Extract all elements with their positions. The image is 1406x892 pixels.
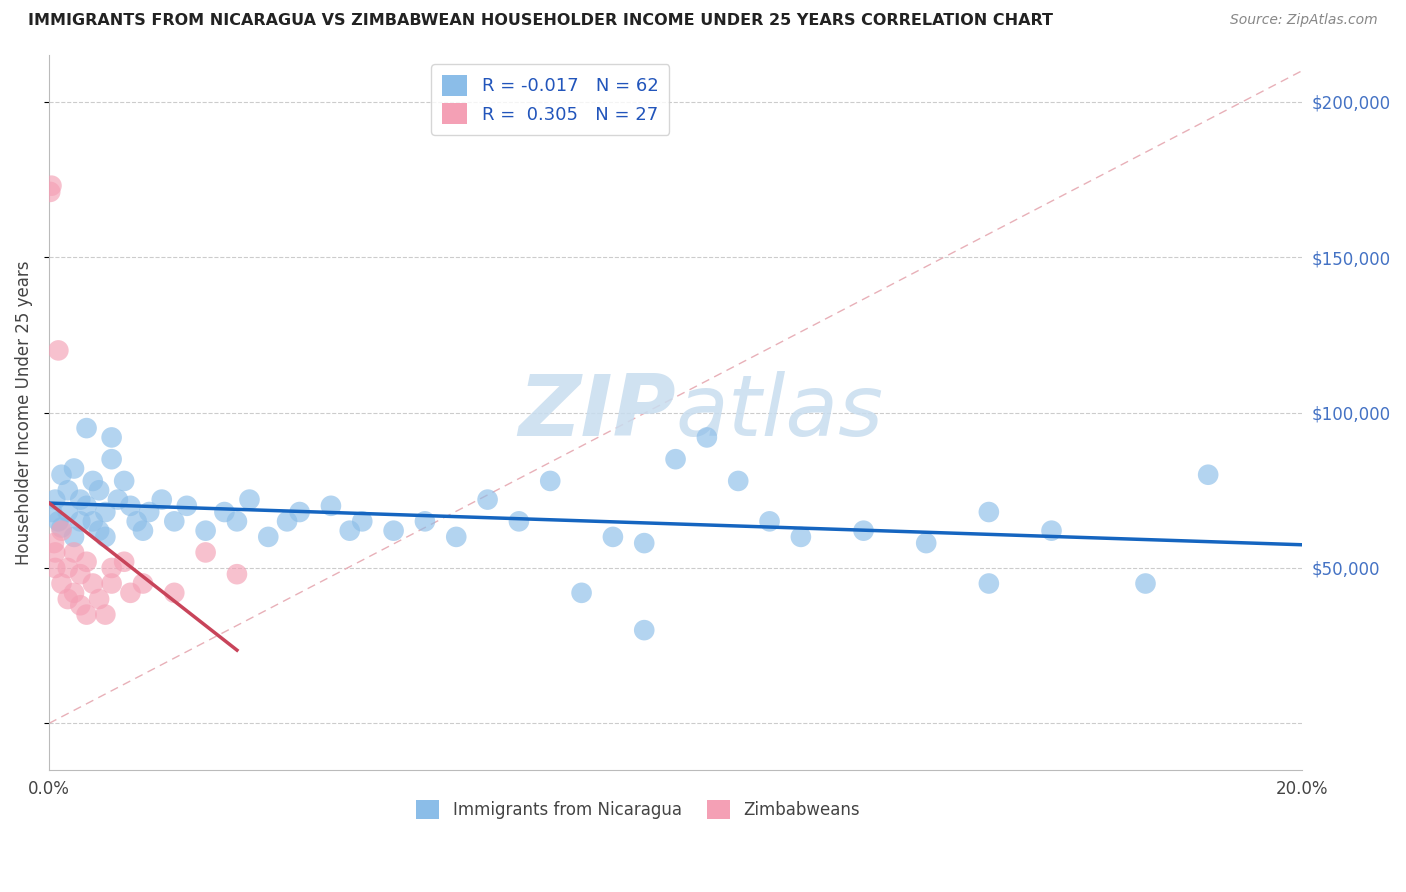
Y-axis label: Householder Income Under 25 years: Householder Income Under 25 years xyxy=(15,260,32,565)
Point xyxy=(63,586,86,600)
Point xyxy=(56,561,79,575)
Point xyxy=(100,576,122,591)
Point xyxy=(288,505,311,519)
Point xyxy=(214,505,236,519)
Text: ZIP: ZIP xyxy=(517,371,675,454)
Point xyxy=(125,514,148,528)
Text: IMMIGRANTS FROM NICARAGUA VS ZIMBABWEAN HOUSEHOLDER INCOME UNDER 25 YEARS CORREL: IMMIGRANTS FROM NICARAGUA VS ZIMBABWEAN … xyxy=(28,13,1053,29)
Point xyxy=(508,514,530,528)
Point xyxy=(276,514,298,528)
Point xyxy=(94,530,117,544)
Point xyxy=(39,185,62,199)
Point xyxy=(56,505,79,519)
Point xyxy=(48,343,70,358)
Point xyxy=(446,530,468,544)
Point xyxy=(82,514,104,528)
Point xyxy=(51,524,73,538)
Point xyxy=(538,474,561,488)
Point xyxy=(69,492,91,507)
Point xyxy=(87,592,110,607)
Point xyxy=(56,592,79,607)
Point xyxy=(94,505,117,519)
Point xyxy=(852,524,875,538)
Text: Source: ZipAtlas.com: Source: ZipAtlas.com xyxy=(1230,13,1378,28)
Point xyxy=(602,530,624,544)
Point xyxy=(382,524,405,538)
Point xyxy=(915,536,938,550)
Point xyxy=(319,499,342,513)
Point xyxy=(633,536,655,550)
Point xyxy=(977,505,1000,519)
Point xyxy=(76,421,98,435)
Point xyxy=(107,492,129,507)
Point xyxy=(69,514,91,528)
Point xyxy=(138,505,160,519)
Point xyxy=(132,576,155,591)
Point xyxy=(51,467,73,482)
Point xyxy=(176,499,198,513)
Point xyxy=(100,452,122,467)
Point xyxy=(112,555,135,569)
Point xyxy=(664,452,686,467)
Point xyxy=(41,178,63,193)
Point xyxy=(82,576,104,591)
Point xyxy=(112,474,135,488)
Point xyxy=(100,561,122,575)
Point xyxy=(51,576,73,591)
Point xyxy=(42,536,65,550)
Point xyxy=(76,499,98,513)
Point xyxy=(76,607,98,622)
Point xyxy=(63,530,86,544)
Point xyxy=(69,567,91,582)
Point xyxy=(48,514,70,528)
Point xyxy=(194,545,217,559)
Point xyxy=(571,586,593,600)
Point xyxy=(413,514,436,528)
Point xyxy=(194,524,217,538)
Point xyxy=(163,514,186,528)
Point xyxy=(87,524,110,538)
Point xyxy=(87,483,110,498)
Point xyxy=(339,524,361,538)
Point xyxy=(1040,524,1063,538)
Point xyxy=(226,567,249,582)
Point xyxy=(120,499,142,513)
Point xyxy=(44,561,66,575)
Point xyxy=(790,530,813,544)
Point xyxy=(257,530,280,544)
Point xyxy=(696,430,718,444)
Point xyxy=(727,474,749,488)
Point xyxy=(76,555,98,569)
Point xyxy=(633,623,655,637)
Point xyxy=(56,483,79,498)
Point xyxy=(120,586,142,600)
Point xyxy=(132,524,155,538)
Point xyxy=(977,576,1000,591)
Point xyxy=(44,492,66,507)
Legend: Immigrants from Nicaragua, Zimbabweans: Immigrants from Nicaragua, Zimbabweans xyxy=(409,793,866,826)
Point xyxy=(352,514,374,528)
Point xyxy=(150,492,173,507)
Point xyxy=(226,514,249,528)
Text: atlas: atlas xyxy=(675,371,883,454)
Point xyxy=(63,545,86,559)
Point xyxy=(1197,467,1219,482)
Point xyxy=(477,492,499,507)
Point xyxy=(51,520,73,534)
Point xyxy=(41,505,63,519)
Point xyxy=(44,545,66,559)
Point xyxy=(100,430,122,444)
Point xyxy=(94,607,117,622)
Point xyxy=(758,514,780,528)
Point xyxy=(82,474,104,488)
Point xyxy=(238,492,260,507)
Point xyxy=(163,586,186,600)
Point xyxy=(1135,576,1157,591)
Point xyxy=(69,599,91,613)
Point xyxy=(63,461,86,475)
